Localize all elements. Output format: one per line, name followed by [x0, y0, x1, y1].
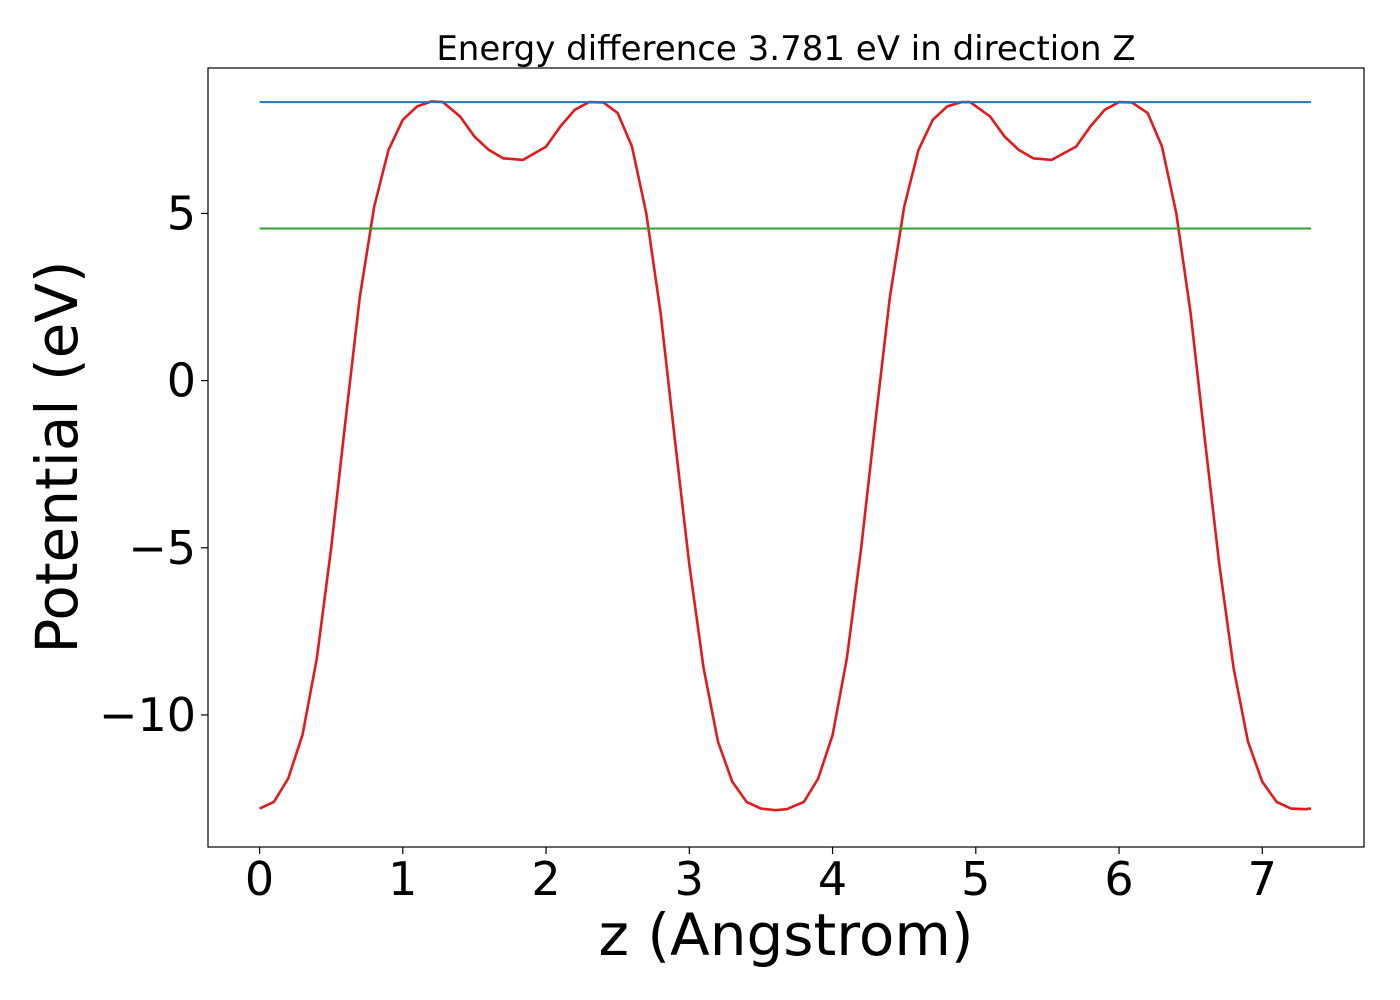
y-tick-label: −5 — [128, 521, 196, 575]
x-tick-label: 7 — [1248, 852, 1277, 906]
x-tick-label: 3 — [675, 852, 704, 906]
x-axis: 0 1 2 3 4 5 6 7 — [245, 847, 1277, 906]
x-axis-label: z (Angstrom) — [599, 901, 974, 969]
y-axis-label: Potential (eV) — [23, 260, 91, 653]
x-tick-label: 0 — [245, 852, 274, 906]
y-tick-label: 0 — [167, 354, 196, 408]
axes-frame — [207, 67, 1365, 848]
x-tick-label: 5 — [961, 852, 990, 906]
x-tick-label: 6 — [1104, 852, 1133, 906]
x-tick-label: 4 — [818, 852, 847, 906]
y-axis: 5 0 −5 −10 — [99, 186, 208, 742]
x-tick-label: 1 — [388, 852, 417, 906]
x-tick-label: 2 — [531, 852, 560, 906]
y-tick-label: 5 — [167, 186, 196, 240]
plot-area — [259, 100, 1312, 812]
chart-title: Energy difference 3.781 eV in direction … — [436, 29, 1135, 69]
y-tick-label: −10 — [99, 688, 196, 742]
